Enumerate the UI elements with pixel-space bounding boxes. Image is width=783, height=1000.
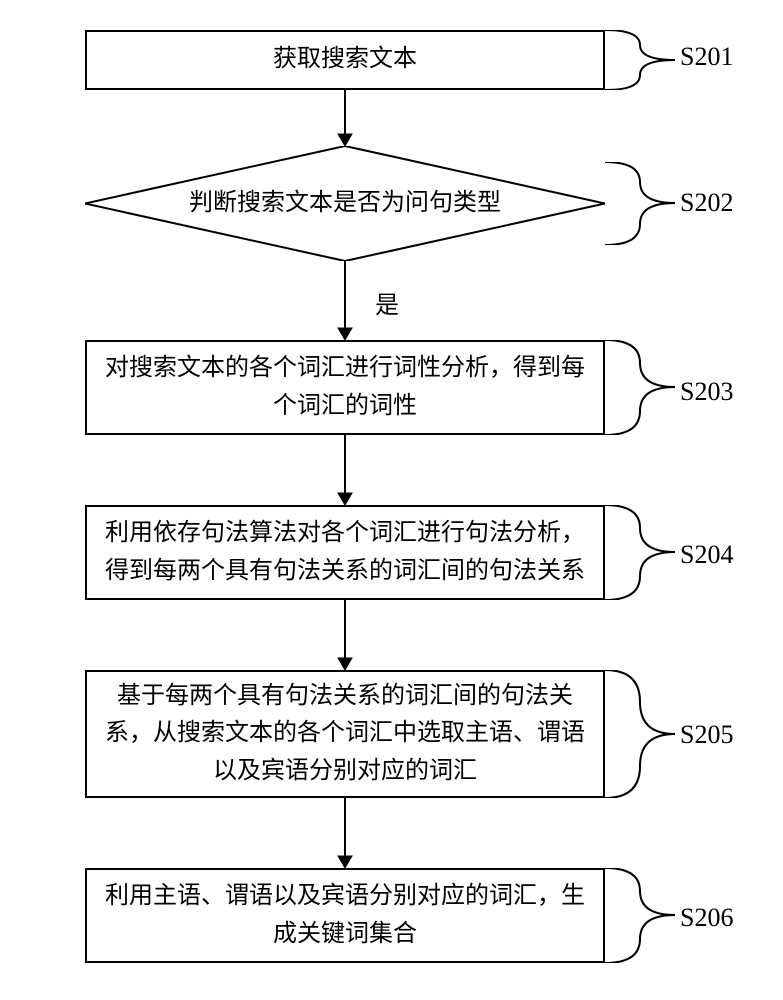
arrow-s203-s204 <box>335 435 355 505</box>
node-s202: 判断搜索文本是否为问句类型 <box>85 146 605 261</box>
step-label-s205: S205 <box>680 720 733 750</box>
node-s201: 获取搜索文本 <box>85 30 605 90</box>
node-s203: 对搜索文本的各个词汇进行词性分析，得到每个词汇的词性 <box>85 340 605 435</box>
edge-label-yes: 是 <box>375 285 399 320</box>
brace-s204 <box>605 505 680 600</box>
step-label-s206: S206 <box>680 903 733 933</box>
brace-s201 <box>605 30 680 90</box>
step-label-s202: S202 <box>680 188 733 218</box>
node-s205: 基于每两个具有句法关系的词汇间的句法关系，从搜索文本的各个词汇中选取主语、谓语以… <box>85 670 605 798</box>
node-s205-text: 基于每两个具有句法关系的词汇间的句法关系，从搜索文本的各个词汇中选取主语、谓语以… <box>105 678 585 790</box>
brace-s205 <box>605 670 680 798</box>
node-s206-text: 利用主语、谓语以及宾语分别对应的词汇，生成关键词集合 <box>105 878 585 952</box>
node-s201-text: 获取搜索文本 <box>273 41 417 78</box>
step-label-s201: S201 <box>680 42 733 72</box>
node-s206: 利用主语、谓语以及宾语分别对应的词汇，生成关键词集合 <box>85 868 605 963</box>
node-s204: 利用依存句法算法对各个词汇进行句法分析，得到每两个具有句法关系的词汇间的句法关系 <box>85 505 605 600</box>
brace-s202 <box>605 162 680 245</box>
step-label-s204: S204 <box>680 540 733 570</box>
arrow-s202-s203 <box>335 261 355 340</box>
brace-s203 <box>605 340 680 435</box>
flowchart-canvas: 获取搜索文本 判断搜索文本是否为问句类型 是 对搜索文本的各个词汇进行词性分析，… <box>0 0 783 1000</box>
arrow-s205-s206 <box>335 798 355 868</box>
node-s202-text: 判断搜索文本是否为问句类型 <box>189 190 501 216</box>
arrow-s201-s202 <box>335 90 355 146</box>
brace-s206 <box>605 868 680 963</box>
node-s204-text: 利用依存句法算法对各个词汇进行句法分析，得到每两个具有句法关系的词汇间的句法关系 <box>105 515 585 589</box>
step-label-s203: S203 <box>680 377 733 407</box>
node-s203-text: 对搜索文本的各个词汇进行词性分析，得到每个词汇的词性 <box>105 350 585 424</box>
arrow-s204-s205 <box>335 600 355 670</box>
